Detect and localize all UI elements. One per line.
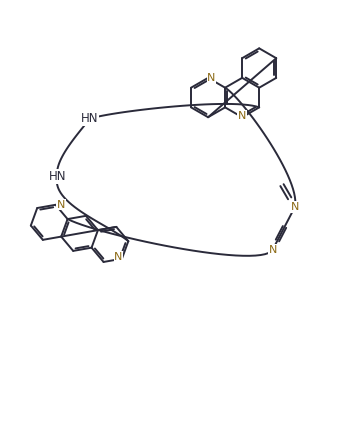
- Text: N: N: [114, 252, 123, 262]
- Text: N: N: [291, 202, 299, 212]
- Text: HN: HN: [81, 112, 98, 125]
- Text: N: N: [238, 111, 246, 120]
- Text: N: N: [56, 200, 65, 210]
- Text: HN: HN: [49, 170, 66, 183]
- Text: N: N: [207, 73, 216, 83]
- Text: N: N: [268, 245, 277, 255]
